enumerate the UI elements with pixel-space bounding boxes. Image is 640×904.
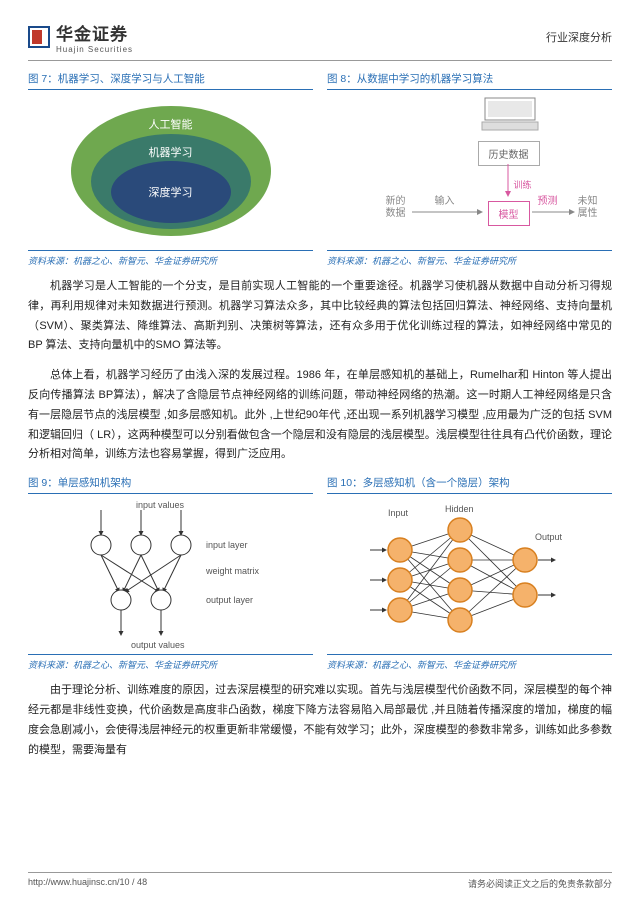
paragraph-1: 机器学习是人工智能的一个分支，是目前实现人工智能的一个重要途径。机器学习使机器从…	[28, 277, 612, 356]
footer-url: http://www.huajinsc.cn/	[28, 877, 120, 887]
figure-7-source: 资料来源：机器之心、新智元、华金证券研究所	[28, 250, 313, 267]
footer-notice: 请务必阅读正文之后的免责条款部分	[468, 877, 612, 890]
svg-text:Output: Output	[535, 532, 563, 542]
figure-10: 图 10：多层感知机（含一个隐层）架构	[327, 475, 612, 671]
svg-text:output layer: output layer	[206, 595, 253, 605]
report-category: 行业深度分析	[546, 29, 612, 45]
figure-9-title: 图 9：单层感知机架构	[28, 475, 313, 494]
figure-7: 图 7：机器学习、深度学习与人工智能 人工智能 机器学习 深度学习 资料来源：机…	[28, 71, 313, 267]
paragraph-3: 由于理论分析、训练难度的原因，过去深层模型的研究难以实现。首先与浅层模型代价函数…	[28, 681, 612, 760]
logo-block: 华金证券 Huajin Securities	[28, 20, 133, 54]
venn-middle-label: 机器学习	[71, 144, 271, 160]
figure-row-2: 图 9：单层感知机架构	[28, 475, 612, 671]
flow-arrows	[340, 96, 600, 246]
venn-diagram: 人工智能 机器学习 深度学习	[71, 106, 271, 236]
perceptron-diagram: input values input layer weight matrix o…	[41, 500, 301, 650]
company-name-en: Huajin Securities	[56, 45, 133, 54]
logo-icon	[28, 26, 50, 48]
figure-9-source: 资料来源：机器之心、新智元、华金证券研究所	[28, 654, 313, 671]
svg-text:weight matrix: weight matrix	[205, 566, 260, 576]
svg-text:input values: input values	[136, 500, 185, 510]
company-name-cn: 华金证券	[56, 20, 133, 45]
page-footer: http://www.huajinsc.cn/10 / 48 请务必阅读正文之后…	[28, 872, 612, 890]
paragraph-2: 总体上看，机器学习经历了由浅入深的发展过程。1986 年，在单层感知机的基础上，…	[28, 366, 612, 465]
figure-7-title: 图 7：机器学习、深度学习与人工智能	[28, 71, 313, 90]
figure-row-1: 图 7：机器学习、深度学习与人工智能 人工智能 机器学习 深度学习 资料来源：机…	[28, 71, 612, 267]
figure-8: 图 8：从数据中学习的机器学习算法 历史数据 模型 训练 新的 数据	[327, 71, 612, 267]
figure-10-source: 资料来源：机器之心、新智元、华金证券研究所	[327, 654, 612, 671]
figure-9: 图 9：单层感知机架构	[28, 475, 313, 671]
page-header: 华金证券 Huajin Securities 行业深度分析	[28, 20, 612, 61]
footer-page: 10 / 48	[120, 877, 148, 887]
svg-text:Hidden: Hidden	[445, 504, 474, 514]
figure-8-source: 资料来源：机器之心、新智元、华金证券研究所	[327, 250, 612, 267]
venn-inner-label: 深度学习	[71, 184, 271, 200]
svg-text:output values: output values	[131, 640, 185, 650]
page-root: 华金证券 Huajin Securities 行业深度分析 图 7：机器学习、深…	[0, 0, 640, 760]
figure-10-title: 图 10：多层感知机（含一个隐层）架构	[327, 475, 612, 494]
svg-text:input layer: input layer	[206, 540, 248, 550]
flow-diagram: 历史数据 模型 训练 新的 数据 输入 预测 未知 属性	[340, 96, 600, 246]
svg-text:Input: Input	[388, 508, 409, 518]
venn-outer-label: 人工智能	[71, 116, 271, 132]
figure-8-title: 图 8：从数据中学习的机器学习算法	[327, 71, 612, 90]
mlp-diagram: Input Hidden Output	[340, 500, 600, 650]
